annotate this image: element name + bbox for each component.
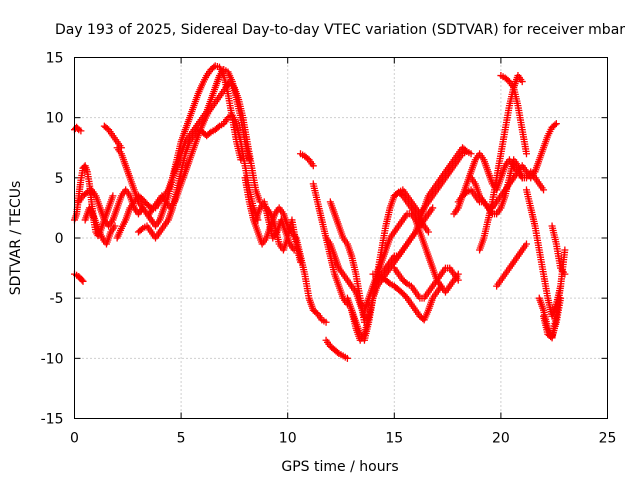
- data-point: [522, 240, 530, 248]
- y-axis-label: SDTVAR / TECUs: [8, 181, 24, 296]
- series-s28: [467, 156, 526, 218]
- data-point: [518, 174, 526, 182]
- x-tick-label: 15: [385, 431, 403, 447]
- data-point: [467, 150, 475, 158]
- series-s10: [145, 78, 264, 218]
- series-s18: [322, 336, 351, 362]
- data-point: [518, 78, 526, 86]
- data-point: [454, 276, 462, 284]
- data-point: [111, 222, 119, 230]
- data-point: [137, 226, 145, 234]
- series-s2: [71, 270, 87, 285]
- data-point: [561, 270, 569, 278]
- series-s30: [493, 240, 530, 290]
- data-point: [214, 123, 222, 131]
- data-point: [78, 276, 86, 284]
- data-point: [540, 186, 548, 194]
- series-s14: [296, 150, 317, 170]
- data-point: [437, 282, 445, 290]
- series-s24: [390, 264, 462, 302]
- series-s6: [100, 122, 125, 152]
- series-s31: [497, 72, 530, 158]
- x-tick-label: 20: [492, 431, 510, 447]
- series-s13: [262, 204, 304, 266]
- data-point: [237, 156, 245, 164]
- data-point: [77, 127, 85, 135]
- series-s1: [71, 123, 85, 135]
- series-s25: [390, 147, 471, 218]
- x-tick-label: 0: [70, 431, 79, 447]
- y-tick-label: -10: [41, 351, 64, 367]
- data-point: [393, 189, 401, 197]
- chart-title: Day 193 of 2025, Sidereal Day-to-day VTE…: [55, 22, 625, 38]
- y-tick-label: 5: [55, 171, 64, 187]
- data-point: [385, 279, 393, 287]
- x-tick-label: 10: [279, 431, 297, 447]
- series-s4: [75, 186, 147, 230]
- y-tick-label: 10: [46, 111, 64, 127]
- data-point: [561, 246, 569, 254]
- data-point: [333, 348, 341, 356]
- y-tick-label: -5: [50, 291, 64, 307]
- data-point: [424, 228, 432, 236]
- series-s32: [522, 186, 565, 320]
- data-point: [463, 147, 471, 155]
- x-axis-label: GPS time / hours: [281, 459, 398, 475]
- y-tick-labels: -15 -10 -5 0 5 10 15: [41, 51, 64, 428]
- data-point: [522, 150, 530, 158]
- series-s35: [548, 222, 569, 278]
- data-point: [79, 277, 87, 285]
- plot-frame: [74, 57, 608, 419]
- data-point: [551, 121, 559, 129]
- x-tick-labels: 0 5 10 15 20 25: [70, 431, 616, 447]
- grid: [74, 57, 608, 419]
- series-s17: [322, 234, 368, 320]
- data-point: [552, 120, 560, 128]
- data-point: [402, 293, 410, 301]
- x-tick-label: 5: [177, 431, 186, 447]
- data-point: [402, 279, 410, 287]
- data-point: [322, 318, 330, 326]
- data-point: [309, 162, 317, 170]
- data-points: [71, 62, 569, 362]
- series-s7: [113, 62, 245, 230]
- data-point: [296, 258, 304, 266]
- data-point: [429, 204, 437, 212]
- data-point: [109, 192, 117, 200]
- data-point: [461, 189, 469, 197]
- data-point: [206, 129, 214, 137]
- data-point: [82, 189, 90, 197]
- data-point: [343, 354, 351, 362]
- series-s5: [81, 204, 119, 248]
- y-tick-label: -15: [41, 412, 64, 428]
- y-tick-label: 15: [46, 51, 64, 67]
- data-point: [290, 246, 298, 254]
- x-tick-label: 25: [599, 431, 617, 447]
- y-tick-label: 0: [55, 231, 64, 247]
- series-s3: [71, 162, 117, 240]
